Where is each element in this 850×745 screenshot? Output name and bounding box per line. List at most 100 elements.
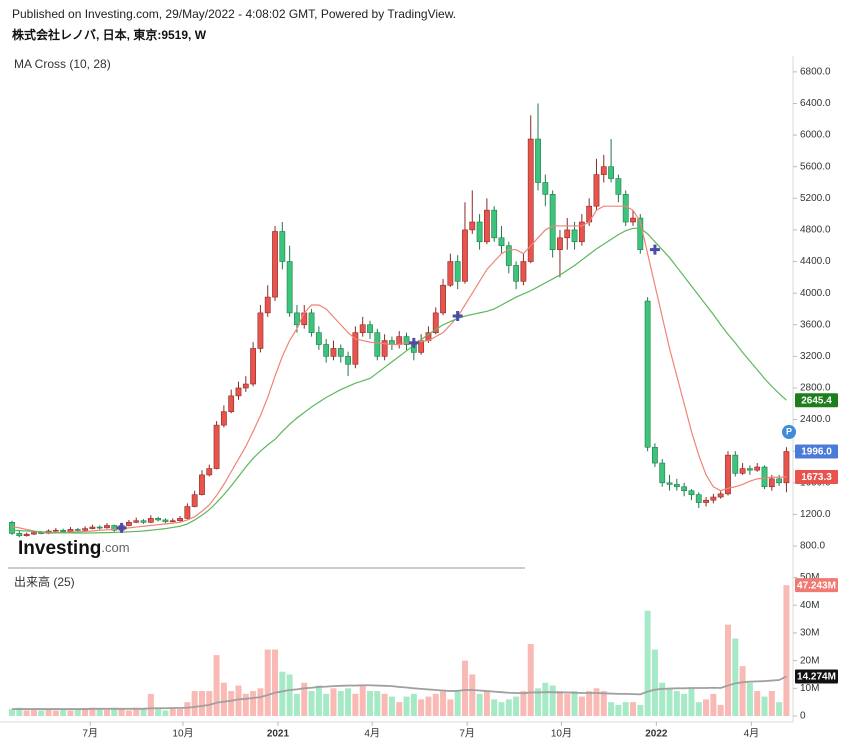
candle-body	[155, 518, 162, 521]
y-tick-label: 4000.0	[800, 288, 831, 299]
candle-body	[527, 138, 534, 262]
volume-bar	[308, 691, 315, 716]
candle-body	[440, 284, 446, 314]
volume-bar	[432, 693, 439, 716]
volume-bar	[688, 688, 695, 716]
candle-body	[564, 229, 571, 239]
value-tag-label: 47.243M	[797, 580, 836, 591]
ma-fast-line	[11, 205, 787, 534]
volume-bar	[16, 707, 23, 716]
candle-body	[191, 494, 198, 507]
volume-bar	[651, 649, 658, 716]
candle-body	[381, 340, 388, 357]
candle-body	[286, 261, 293, 314]
candle-body	[23, 533, 30, 537]
candle-body	[206, 468, 213, 476]
volume-bar	[125, 710, 132, 716]
volume-bar	[549, 685, 556, 716]
indicator-label: MA Cross (10, 28)	[14, 57, 111, 71]
candle-body	[739, 468, 746, 474]
y-tick-label: 6800.0	[800, 66, 831, 77]
candle-body	[688, 490, 695, 495]
volume-bar	[535, 688, 542, 716]
cross-signal	[649, 244, 660, 255]
badge-text[interactable]: P	[786, 426, 792, 436]
x-tick-label: 2022	[645, 729, 668, 740]
logo: Investing.com	[18, 538, 130, 559]
candle-body	[418, 340, 425, 353]
candle-body	[96, 526, 103, 529]
logo-suffix: .com	[101, 540, 129, 555]
volume-bar	[23, 710, 30, 716]
volume-bar	[30, 709, 37, 716]
volume-bar	[345, 688, 352, 716]
candle-body	[323, 344, 330, 357]
candle-body	[469, 221, 476, 231]
candle-body	[315, 332, 322, 345]
volume-bar	[739, 666, 746, 716]
volume-bar	[703, 699, 710, 716]
candles	[9, 103, 790, 538]
volume-bar	[644, 610, 651, 716]
volume-bar	[198, 691, 205, 716]
volume-bar	[286, 674, 293, 716]
volume-bar	[162, 710, 169, 716]
volume-bar	[82, 708, 89, 716]
volume-bar	[250, 691, 257, 716]
candle-body	[768, 478, 775, 488]
volume-bar	[45, 708, 52, 716]
volume-bar	[447, 699, 454, 716]
candle-body	[703, 499, 709, 503]
volume-bar	[783, 585, 790, 716]
volume-bar	[235, 685, 242, 716]
x-tick-label: 2021	[267, 729, 290, 740]
value-tag-label: 1673.3	[801, 472, 832, 483]
y-tick-label: 2800.0	[800, 383, 831, 394]
y-tick-label: 4800.0	[800, 225, 831, 236]
volume-bar	[418, 699, 425, 716]
volume-bar	[615, 704, 622, 716]
candle-body	[133, 520, 140, 523]
candle-body	[732, 454, 739, 474]
volume-bar	[578, 696, 585, 716]
volume-bar	[147, 693, 154, 716]
candle-body	[213, 424, 220, 469]
candle-body	[67, 529, 74, 533]
badge-circle[interactable]	[782, 425, 796, 439]
candle-body	[301, 312, 308, 326]
volume-bar	[191, 691, 198, 716]
volume-bar	[483, 691, 490, 716]
volume-bar	[177, 709, 184, 716]
volume-bar	[732, 638, 739, 716]
volume-tick-label: 0	[800, 711, 806, 722]
volume-bar	[454, 691, 461, 716]
candle-body	[330, 348, 337, 357]
candle-body	[74, 529, 81, 531]
candle-body	[557, 237, 563, 250]
volume-bar	[746, 682, 753, 716]
candle-body	[783, 451, 790, 484]
volume-bar	[498, 702, 505, 716]
badge[interactable]: P	[782, 425, 796, 439]
x-tick-label: 10月	[172, 728, 193, 740]
candle-body	[666, 482, 673, 485]
volume-bar	[184, 702, 191, 716]
candle-body	[89, 526, 96, 529]
volume-bar	[630, 702, 637, 716]
volume-bar	[659, 682, 666, 716]
volume-bar	[564, 693, 571, 716]
volume-bar	[491, 699, 498, 716]
candle-body	[294, 312, 300, 326]
volume-bars	[9, 585, 790, 716]
ma-slow-line	[11, 227, 787, 534]
volume-bar	[301, 682, 308, 716]
candle-body	[717, 493, 724, 498]
value-tag	[795, 470, 838, 485]
volume-bar	[593, 688, 600, 716]
volume-bar	[155, 709, 162, 716]
y-tick-label: 6400.0	[800, 98, 831, 109]
volume-bar	[586, 691, 593, 716]
volume-title: 出来高 (25)	[14, 574, 75, 589]
candle-body	[644, 300, 651, 448]
cross-signal	[452, 311, 463, 322]
